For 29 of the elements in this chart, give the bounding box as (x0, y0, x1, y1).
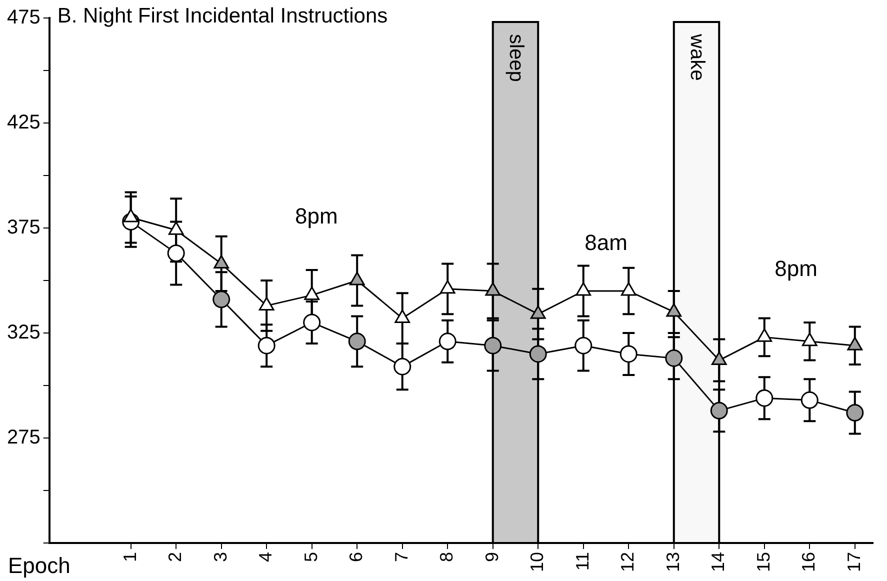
x-tick-label: 17 (844, 552, 864, 572)
x-tick-label: 11 (572, 552, 592, 571)
x-tick-label: 13 (662, 552, 683, 572)
x-tick-label: 10 (527, 552, 548, 572)
annotation: 8am (584, 230, 628, 255)
x-tick-label: 9 (482, 552, 502, 562)
x-tick-label: 4 (256, 552, 276, 562)
x-tick-label: 8 (436, 552, 457, 562)
x-tick-label: 12 (618, 552, 638, 572)
x-tick-label: 15 (753, 552, 774, 572)
y-tick-label: 375 (6, 216, 40, 239)
y-tick-label: 425 (6, 112, 40, 134)
y-tick-label: 475 (6, 6, 40, 29)
chart-title: B. Night First Incidental Instructions (57, 4, 388, 28)
annotation: 8pm (774, 256, 818, 282)
x-tick-label: 6 (346, 552, 366, 562)
band-label: wake (686, 33, 708, 81)
x-tick-label: 7 (391, 552, 412, 562)
y-tick-label: 325 (6, 322, 40, 344)
x-tick-label: 5 (300, 552, 321, 562)
x-tick-label: 2 (165, 552, 186, 562)
x-tick-label: 3 (210, 552, 230, 562)
x-tick-label: 1 (120, 552, 140, 562)
x-tick-label: 14 (708, 552, 728, 572)
band-label: sleep (504, 34, 527, 82)
y-tick-label: 275 (6, 426, 40, 448)
x-tick-label: 16 (798, 552, 819, 572)
x-axis-title: Epoch (8, 553, 70, 578)
annotation: 8pm (294, 204, 338, 229)
